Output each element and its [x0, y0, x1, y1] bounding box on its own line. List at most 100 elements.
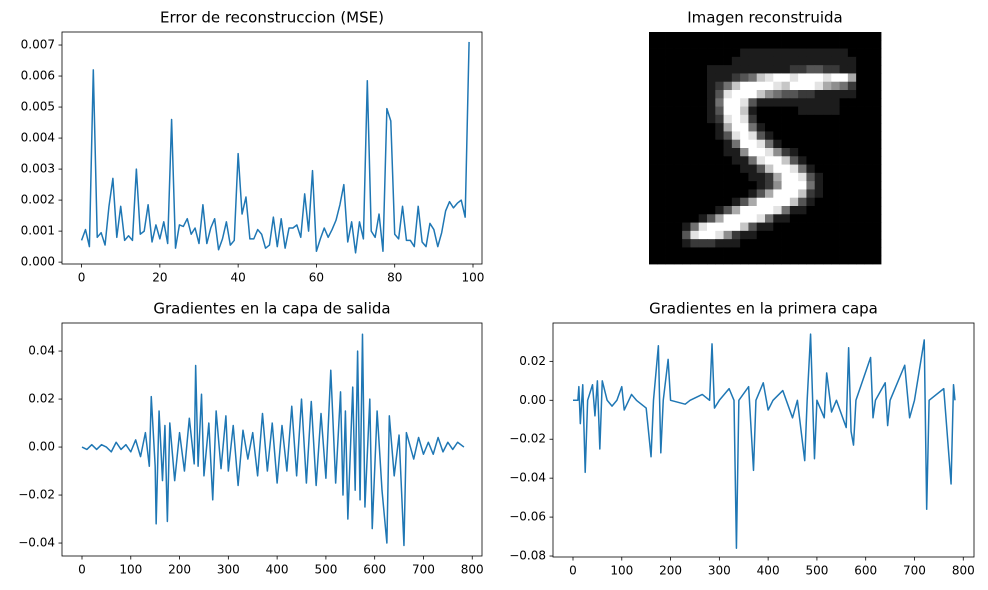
pixel — [798, 206, 807, 215]
pixel — [657, 181, 666, 190]
pixel — [707, 247, 716, 257]
x-tick-label: 600 — [363, 563, 386, 577]
pixel — [814, 90, 824, 99]
pixel — [856, 114, 865, 124]
pixel — [673, 164, 683, 174]
pixel — [698, 56, 708, 66]
pixel — [765, 214, 774, 223]
pixel — [831, 222, 840, 232]
pixel — [698, 106, 708, 116]
pixel — [765, 148, 774, 157]
pixel — [715, 255, 724, 265]
x-tick-label: 100 — [610, 564, 633, 578]
pixel — [756, 247, 766, 257]
pixel — [748, 164, 758, 174]
pixel — [806, 239, 816, 248]
pixel — [723, 230, 733, 240]
pixel — [756, 114, 766, 124]
pixel — [765, 98, 774, 107]
pixel — [707, 90, 716, 99]
pixel — [748, 255, 758, 265]
pixel — [814, 206, 824, 215]
pixel — [872, 40, 882, 49]
pixel — [781, 98, 791, 107]
pixel — [707, 172, 716, 182]
pixel — [731, 73, 741, 83]
pixel — [723, 148, 733, 157]
pixel — [657, 123, 666, 132]
pixel — [806, 230, 816, 240]
pixel — [806, 181, 816, 190]
pixel — [781, 123, 791, 132]
pixel — [682, 139, 691, 149]
pixel — [789, 48, 799, 58]
pixel — [707, 164, 716, 174]
pixel — [823, 90, 832, 99]
pixel — [707, 197, 716, 207]
pixel — [707, 56, 716, 66]
pixel — [806, 48, 816, 58]
pixel — [707, 106, 716, 116]
pixel — [765, 206, 774, 215]
pixel — [690, 98, 700, 107]
pixel — [823, 40, 832, 49]
pixel — [649, 114, 658, 124]
pixel — [715, 123, 724, 132]
pixel — [831, 156, 840, 165]
pixel — [773, 65, 782, 74]
pixel — [740, 172, 749, 182]
pixel — [698, 81, 708, 91]
pixel — [839, 214, 849, 223]
pixel — [839, 48, 849, 58]
pixel — [823, 197, 832, 207]
pixel — [748, 148, 758, 157]
pixel — [814, 98, 824, 107]
pixel — [831, 172, 840, 182]
pixel — [789, 255, 799, 265]
pixel — [781, 40, 791, 49]
pixel — [723, 65, 733, 74]
pixel — [715, 139, 724, 149]
pixel — [864, 139, 874, 149]
pixel — [872, 32, 882, 41]
pixel — [723, 214, 733, 223]
pixel — [698, 40, 708, 49]
pixel — [856, 65, 865, 74]
axes-frame — [61, 31, 483, 265]
pixel — [690, 206, 700, 215]
pixel — [723, 48, 733, 58]
pixel — [690, 172, 700, 182]
pixel — [798, 214, 807, 223]
pixel — [698, 239, 708, 248]
pixel — [806, 98, 816, 107]
chart-title: Imagen reconstruida — [687, 9, 843, 27]
pixel — [657, 214, 666, 223]
pixel — [781, 90, 791, 99]
x-tick-label: 500 — [314, 563, 337, 577]
pixel — [665, 197, 675, 207]
pixel — [748, 48, 758, 58]
pixel — [856, 189, 865, 199]
pixel — [847, 148, 857, 157]
pixel — [765, 189, 774, 199]
pixel — [773, 181, 782, 190]
x-tick-label: 500 — [805, 564, 828, 578]
y-tick-label: 0.003 — [21, 162, 55, 176]
pixel — [798, 156, 807, 165]
pixel — [698, 73, 708, 83]
pixel — [789, 172, 799, 182]
pixel — [789, 139, 799, 149]
pixel — [756, 197, 766, 207]
pixel — [872, 106, 882, 116]
pixel — [847, 40, 857, 49]
pixel — [831, 164, 840, 174]
pixel — [765, 156, 774, 165]
pixel — [773, 230, 782, 240]
pixel — [748, 181, 758, 190]
pixel — [872, 98, 882, 107]
pixel — [740, 40, 749, 49]
pixel — [823, 255, 832, 265]
pixel — [731, 32, 741, 41]
pixel — [798, 106, 807, 116]
pixel — [839, 90, 849, 99]
